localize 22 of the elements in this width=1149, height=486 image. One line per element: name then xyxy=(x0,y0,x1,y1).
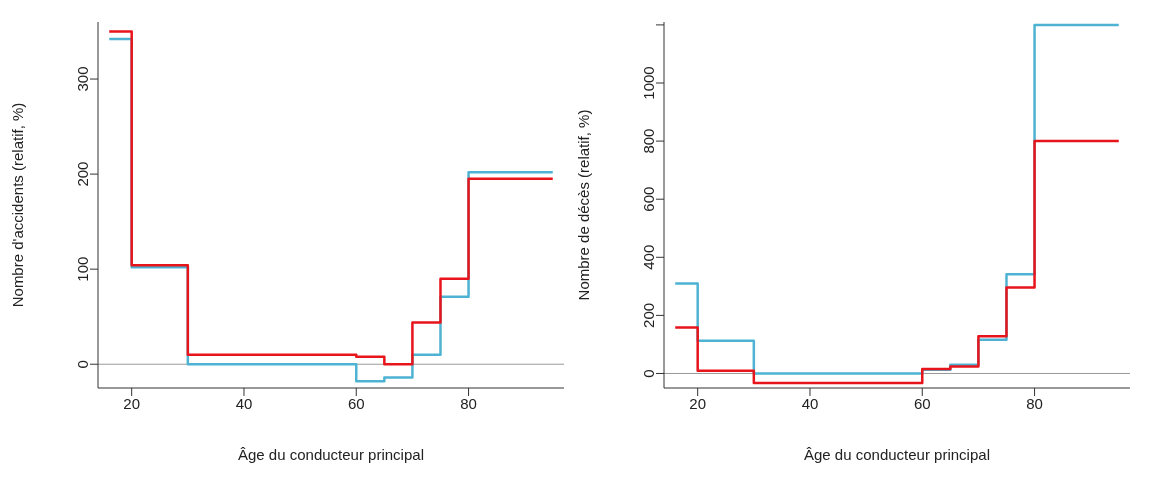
y-axis-title: Nombre de décès (relatif, %) xyxy=(575,109,593,301)
x-tick-label: 80 xyxy=(1026,394,1043,412)
y-tick-label: 400 xyxy=(640,244,657,270)
x-tick-label: 20 xyxy=(689,394,707,412)
y-tick-label: 1000 xyxy=(640,66,657,100)
y-tick-label: 0 xyxy=(640,369,657,378)
y-tick-label: 200 xyxy=(74,161,91,187)
y-tick-label: 300 xyxy=(74,66,91,92)
y-axis-title: Nombre d'accidents (relatif, %) xyxy=(9,102,27,308)
x-axis-title: Âge du conducteur principal xyxy=(238,446,424,463)
x-tick-label: 80 xyxy=(460,394,477,412)
y-tick-label: 800 xyxy=(640,128,657,154)
x-tick-label: 40 xyxy=(801,394,819,412)
y-tick-label: 200 xyxy=(640,302,657,328)
x-tick-label: 40 xyxy=(235,394,253,412)
x-axis-title: Âge du conducteur principal xyxy=(804,446,990,463)
y-tick-label: 100 xyxy=(74,256,91,282)
x-tick-label: 60 xyxy=(913,394,931,412)
x-tick-label: 60 xyxy=(347,394,365,412)
y-tick-label: 0 xyxy=(74,360,91,369)
y-tick-label: 600 xyxy=(640,186,657,212)
x-tick-label: 20 xyxy=(123,394,141,412)
